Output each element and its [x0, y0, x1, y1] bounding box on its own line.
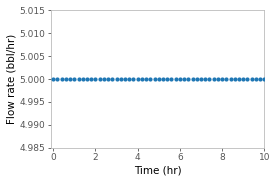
Point	[228, 78, 233, 81]
Point	[203, 78, 207, 81]
Point	[64, 78, 68, 81]
Point	[140, 78, 144, 81]
Y-axis label: Flow rate (bbl/hr): Flow rate (bbl/hr)	[7, 34, 17, 124]
Point	[119, 78, 123, 81]
Point	[245, 78, 250, 81]
Point	[165, 78, 170, 81]
Point	[182, 78, 186, 81]
X-axis label: Time (hr): Time (hr)	[134, 165, 181, 175]
Point	[216, 78, 220, 81]
Point	[123, 78, 127, 81]
Point	[169, 78, 174, 81]
Point	[178, 78, 182, 81]
Point	[249, 78, 254, 81]
Point	[72, 78, 76, 81]
Point	[199, 78, 203, 81]
Point	[89, 78, 93, 81]
Point	[186, 78, 191, 81]
Point	[114, 78, 119, 81]
Point	[106, 78, 110, 81]
Point	[190, 78, 195, 81]
Point	[233, 78, 237, 81]
Point	[224, 78, 229, 81]
Point	[148, 78, 153, 81]
Point	[144, 78, 148, 81]
Point	[258, 78, 262, 81]
Point	[262, 78, 266, 81]
Point	[211, 78, 216, 81]
Point	[93, 78, 98, 81]
Point	[173, 78, 178, 81]
Point	[220, 78, 224, 81]
Point	[207, 78, 212, 81]
Point	[68, 78, 72, 81]
Point	[60, 78, 64, 81]
Point	[85, 78, 89, 81]
Point	[76, 78, 81, 81]
Point	[127, 78, 132, 81]
Point	[98, 78, 102, 81]
Point	[254, 78, 258, 81]
Point	[55, 78, 60, 81]
Point	[51, 78, 55, 81]
Point	[241, 78, 245, 81]
Point	[157, 78, 161, 81]
Point	[194, 78, 199, 81]
Point	[81, 78, 85, 81]
Point	[131, 78, 136, 81]
Point	[161, 78, 165, 81]
Point	[102, 78, 106, 81]
Point	[237, 78, 241, 81]
Point	[135, 78, 140, 81]
Point	[110, 78, 115, 81]
Point	[152, 78, 157, 81]
